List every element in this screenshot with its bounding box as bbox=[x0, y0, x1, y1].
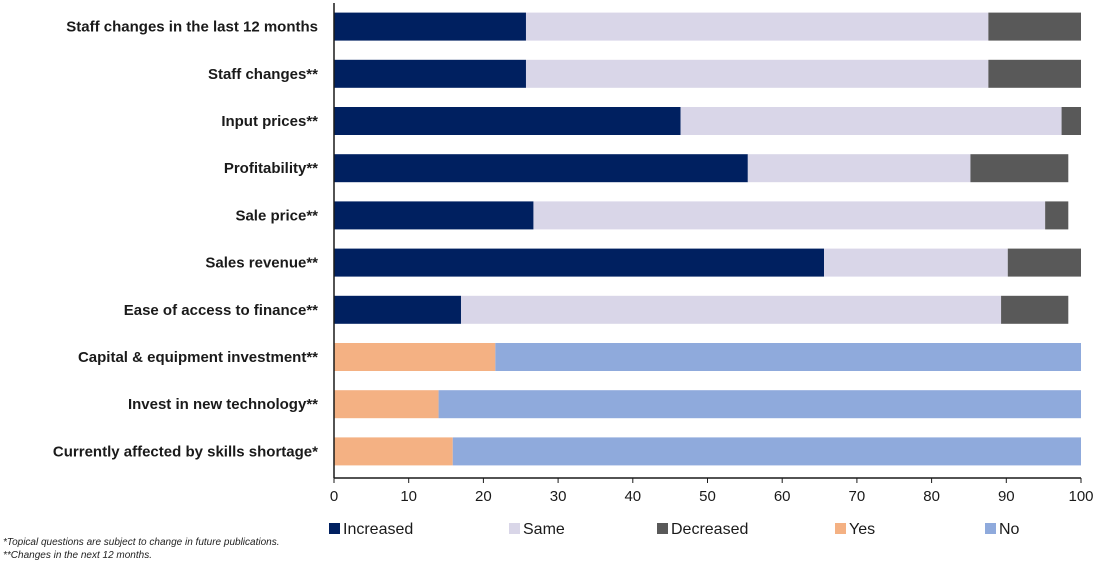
bar-same-input-prices bbox=[680, 107, 1062, 135]
bar-increased-staff-changes-in-the-last-12-months bbox=[334, 12, 526, 41]
bar-same-ease-of-access-to-finance bbox=[460, 295, 1002, 324]
bar-increased-sale-price bbox=[334, 201, 534, 230]
legend: Increased Same Decreased Yes No bbox=[329, 521, 1020, 538]
category-label-currently-affected-by-skills-shortage: Currently affected by skills shortage* bbox=[53, 443, 318, 460]
bar-increased-staff-changes bbox=[334, 59, 526, 88]
bar-decreased-staff-changes-in-the-last-12-months bbox=[988, 12, 1081, 41]
legend-swatch-same bbox=[509, 523, 520, 534]
category-label-input-prices: Input prices** bbox=[221, 113, 318, 130]
legend-swatch-decreased bbox=[657, 523, 668, 534]
x-tick-label-70: 70 bbox=[849, 488, 866, 505]
legend-swatch-no bbox=[985, 523, 996, 534]
bar-yes-capital-equipment-investment bbox=[334, 343, 496, 371]
bar-yes-currently-affected-by-skills-shortage bbox=[334, 437, 453, 466]
bar-decreased-input-prices bbox=[1061, 107, 1081, 135]
category-label-ease-of-access-to-finance: Ease of access to finance** bbox=[124, 302, 318, 319]
category-label-sale-price: Sale price** bbox=[235, 207, 318, 224]
footnote-topical: *Topical questions are subject to change… bbox=[3, 537, 280, 548]
category-label-capital-equipment-investment: Capital & equipment investment** bbox=[78, 349, 318, 366]
x-tick-label-20: 20 bbox=[475, 488, 492, 505]
bar-same-sale-price bbox=[533, 201, 1046, 230]
bar-same-profitability bbox=[747, 154, 971, 183]
x-tick-label-0: 0 bbox=[330, 488, 338, 505]
x-tick-label-50: 50 bbox=[699, 488, 716, 505]
x-tick-label-60: 60 bbox=[774, 488, 791, 505]
bar-decreased-sale-price bbox=[1045, 201, 1069, 230]
axes-layer: 0 10 20 30 40 50 60 70 80 90 100 bbox=[330, 3, 1094, 505]
bar-increased-sales-revenue bbox=[334, 248, 825, 277]
legend-swatch-increased bbox=[329, 523, 340, 534]
x-tick-label-10: 10 bbox=[400, 488, 417, 505]
bar-same-staff-changes-in-the-last-12-months bbox=[525, 12, 989, 41]
legend-swatch-yes bbox=[835, 523, 846, 534]
legend-label-no: No bbox=[999, 521, 1020, 538]
bar-decreased-ease-of-access-to-finance bbox=[1001, 295, 1069, 324]
bar-increased-ease-of-access-to-finance bbox=[334, 295, 461, 324]
category-label-staff-changes: Staff changes** bbox=[208, 66, 318, 83]
bar-no-invest-in-new-technology bbox=[438, 390, 1082, 419]
bar-increased-input-prices bbox=[334, 107, 681, 135]
x-tick-label-40: 40 bbox=[624, 488, 641, 505]
bar-same-sales-revenue bbox=[824, 248, 1008, 277]
category-label-sales-revenue: Sales revenue** bbox=[205, 255, 318, 272]
x-tick-label-30: 30 bbox=[550, 488, 567, 505]
bar-no-currently-affected-by-skills-shortage bbox=[452, 437, 1081, 466]
legend-label-yes: Yes bbox=[849, 521, 875, 538]
x-tick-label-100: 100 bbox=[1068, 488, 1093, 505]
bar-decreased-profitability bbox=[970, 154, 1069, 183]
legend-label-increased: Increased bbox=[343, 521, 413, 538]
legend-label-decreased: Decreased bbox=[671, 521, 748, 538]
bar-increased-profitability bbox=[334, 154, 748, 183]
x-tick-label-90: 90 bbox=[998, 488, 1015, 505]
bars-layer: Staff changes in the last 12 months Staff… bbox=[53, 12, 1082, 466]
x-tick-label-80: 80 bbox=[923, 488, 940, 505]
bar-same-staff-changes bbox=[525, 59, 989, 88]
bar-yes-invest-in-new-technology bbox=[334, 390, 439, 419]
bar-no-capital-equipment-investment bbox=[495, 343, 1081, 371]
bar-decreased-staff-changes bbox=[988, 59, 1081, 88]
legend-label-same: Same bbox=[523, 521, 565, 538]
category-label-profitability: Profitability** bbox=[224, 160, 318, 177]
category-label-staff-changes-in-the-last-12-months: Staff changes in the last 12 months bbox=[66, 19, 318, 36]
category-label-invest-in-new-technology: Invest in new technology** bbox=[128, 396, 318, 413]
footnote-changes: **Changes in the next 12 months. bbox=[3, 550, 152, 561]
bar-decreased-sales-revenue bbox=[1007, 248, 1081, 277]
